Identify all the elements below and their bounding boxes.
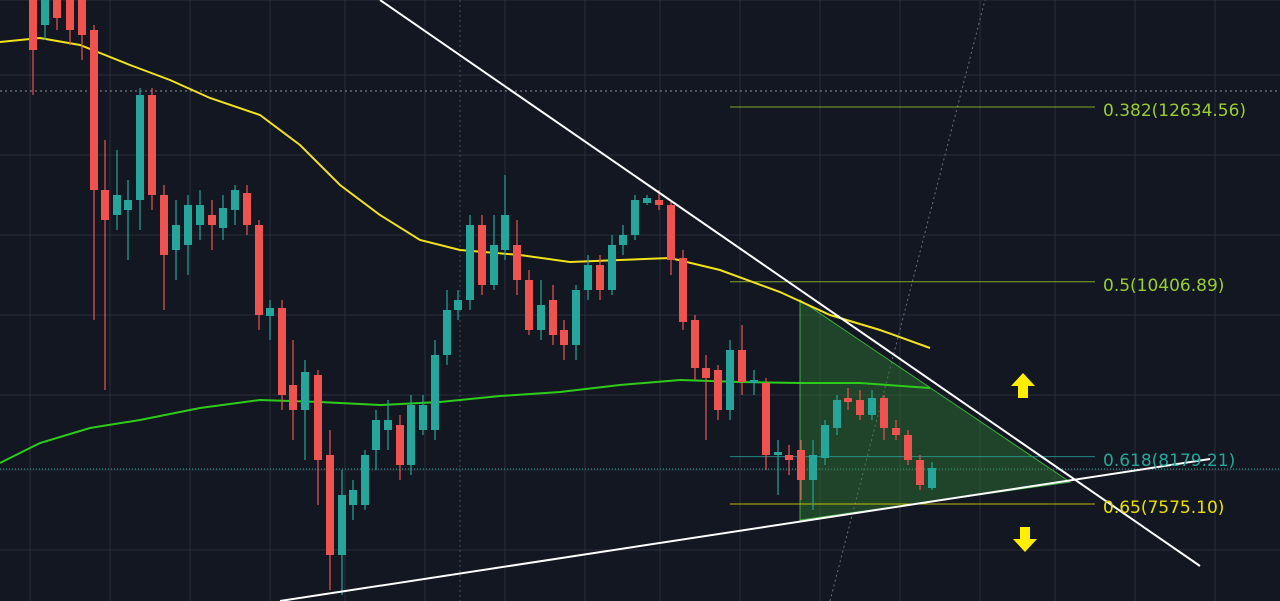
candle-body-44 [549, 300, 557, 335]
candle-body-63 [774, 452, 782, 455]
candle-body-48 [596, 265, 604, 290]
candle-body-18 [243, 193, 251, 225]
candle-body-29 [372, 420, 380, 450]
candle-body-8 [124, 200, 132, 210]
candle-body-35 [443, 310, 451, 355]
candle-body-70 [856, 400, 864, 415]
candle-body-40 [501, 215, 509, 250]
descending-trendline [379, 0, 1201, 567]
candle-body-66 [809, 455, 817, 480]
candle-body-62 [762, 383, 770, 455]
candle-body-55 [679, 258, 687, 322]
candle-body-26 [338, 495, 346, 555]
candle-body-1 [41, 0, 49, 25]
candle-body-23 [301, 372, 309, 410]
candle-body-15 [208, 215, 216, 225]
candle-body-73 [892, 428, 900, 435]
candle-body-57 [702, 368, 710, 378]
candle-body-52 [643, 198, 651, 203]
candle-body-49 [608, 245, 616, 290]
candle-body-21 [278, 308, 286, 395]
candle-body-43 [537, 305, 545, 330]
ascending-trendline [279, 458, 1211, 601]
candle-body-34 [431, 355, 439, 430]
candle-body-51 [631, 200, 639, 235]
candle-body-72 [880, 398, 888, 428]
candle-body-0 [29, 0, 37, 50]
fib-trend-dashed-line [829, 0, 986, 601]
candle-body-27 [349, 490, 357, 505]
candle-body-2 [53, 0, 61, 18]
candle-body-3 [66, 0, 74, 30]
candle-body-42 [525, 280, 533, 330]
ma-slow-line [0, 378, 931, 464]
candle-body-45 [560, 330, 568, 345]
candle-body-17 [231, 190, 239, 210]
candle-body-76 [928, 468, 936, 488]
candle-body-4 [78, 0, 86, 35]
trendlines [279, 0, 1211, 601]
candle-body-58 [714, 370, 722, 410]
candle-body-60 [738, 350, 746, 382]
candle-body-22 [289, 385, 297, 410]
candle-body-6 [101, 190, 109, 220]
arrow-down-icon [1013, 527, 1037, 552]
candle-body-64 [785, 455, 793, 460]
ma-fast-line [0, 36, 931, 349]
moving-averages [0, 36, 931, 464]
fib-label-0382: 0.382(12634.56) [1103, 101, 1246, 121]
candle-body-50 [619, 235, 627, 245]
candle-body-53 [655, 200, 663, 205]
candle-body-54 [667, 205, 675, 260]
candle-body-25 [326, 455, 334, 555]
candle-body-38 [478, 225, 486, 285]
candle-body-7 [113, 195, 121, 215]
candle-body-28 [361, 455, 369, 505]
candle-body-30 [384, 420, 392, 430]
fib-label-0618: 0.618(8179.21) [1103, 451, 1235, 471]
candle-body-11 [160, 195, 168, 255]
candle-body-56 [691, 320, 699, 368]
candlestick-series [29, 0, 936, 595]
candle-body-5 [90, 30, 98, 190]
candle-body-36 [454, 300, 462, 310]
candle-body-75 [916, 460, 924, 485]
candle-body-31 [396, 425, 404, 465]
candle-body-61 [750, 380, 758, 383]
candle-body-47 [584, 265, 592, 290]
candle-body-16 [219, 208, 227, 228]
candle-body-37 [466, 225, 474, 300]
candle-body-39 [490, 245, 498, 285]
candle-body-69 [844, 398, 852, 402]
candle-body-59 [726, 350, 734, 410]
candle-body-12 [172, 225, 180, 250]
candle-body-41 [513, 245, 521, 280]
fib-label-065: 0.65(7575.10) [1103, 498, 1224, 518]
candle-body-10 [148, 95, 156, 195]
candle-body-32 [407, 405, 415, 465]
direction-arrows [1011, 373, 1037, 552]
candle-body-46 [572, 290, 580, 345]
candle-body-71 [868, 398, 876, 415]
candle-body-24 [314, 375, 322, 460]
candle-body-65 [797, 450, 805, 480]
candle-body-9 [136, 95, 144, 200]
fib-label-05: 0.5(10406.89) [1103, 276, 1224, 296]
candle-body-19 [255, 225, 263, 315]
candle-body-14 [196, 205, 204, 225]
candle-body-74 [904, 435, 912, 460]
candle-body-13 [184, 205, 192, 245]
arrow-up-icon [1011, 373, 1035, 398]
candle-body-67 [821, 425, 829, 458]
candle-body-20 [266, 308, 274, 316]
candle-body-68 [833, 400, 841, 428]
candle-body-33 [419, 405, 427, 430]
